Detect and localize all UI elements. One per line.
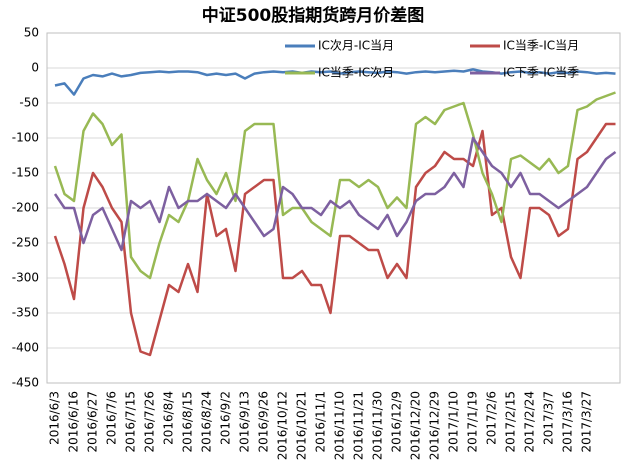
x-tick-label: 2017/2/15	[504, 391, 518, 453]
plot-frame	[46, 32, 621, 384]
x-tick-label: 2016/10/21	[295, 391, 309, 460]
y-tick-label: -400	[12, 341, 39, 355]
x-tick-label: 2016/7/6	[105, 391, 119, 445]
x-tick-label: 2016/11/10	[333, 391, 347, 460]
x-tick-label: 2017/3/7	[542, 391, 556, 445]
x-tick-label: 2016/12/29	[428, 391, 442, 460]
x-tick-label: 2017/2/24	[523, 391, 537, 453]
y-tick-label: -150	[12, 166, 39, 180]
legend-label: IC次月-IC当月	[318, 39, 394, 53]
x-tick-label: 2016/11/1	[314, 391, 328, 453]
x-tick-label: 2016/12/20	[409, 391, 423, 460]
x-tick-label: 2016/11/30	[371, 391, 385, 460]
x-tick-label: 2016/8/24	[200, 391, 214, 453]
x-tick-label: 2016/10/12	[276, 391, 290, 460]
y-tick-label: -450	[12, 376, 39, 390]
chart-title: 中证500股指期货跨月价差图	[202, 5, 425, 26]
x-tick-label: 2017/2/6	[485, 391, 499, 445]
series-line	[53, 136, 617, 252]
y-tick-label: 50	[24, 26, 39, 40]
legend-label: IC当季-IC当月	[503, 39, 579, 53]
x-tick-label: 2016/9/13	[238, 391, 252, 453]
x-tick-label: 2016/6/3	[48, 391, 62, 445]
y-tick-label: -250	[12, 236, 39, 250]
y-tick-label: -50	[19, 96, 39, 110]
y-tick-label: -100	[12, 131, 39, 145]
y-tick-label: -200	[12, 201, 39, 215]
x-tick-label: 2016/7/26	[143, 391, 157, 453]
x-tick-label: 2016/11/21	[352, 391, 366, 460]
x-tick-label: 2016/6/27	[86, 391, 100, 453]
legend-label: IC下季-IC当季	[503, 66, 579, 80]
x-tick-label: 2016/9/2	[219, 391, 233, 445]
y-tick-label: -350	[12, 306, 39, 320]
x-tick-label: 2017/3/27	[580, 391, 594, 453]
x-tick-label: 2016/9/26	[257, 391, 271, 453]
x-tick-label: 2016/7/15	[124, 391, 138, 453]
y-tick-label: 0	[31, 61, 39, 75]
series-line	[54, 68, 616, 96]
x-tick-label: 2016/6/16	[67, 391, 81, 453]
series-line	[53, 122, 616, 357]
x-tick-label: 2017/3/16	[561, 391, 575, 453]
y-tick-label: -300	[12, 271, 39, 285]
x-tick-label: 2016/12/9	[390, 391, 404, 453]
series-line	[53, 91, 616, 280]
legend-label: IC当季-IC次月	[318, 66, 394, 80]
x-tick-label: 2017/1/10	[447, 391, 461, 453]
x-tick-label: 2016/8/15	[181, 391, 195, 453]
x-tick-label: 2016/8/4	[162, 391, 176, 445]
x-tick-label: 2017/1/19	[466, 391, 480, 453]
